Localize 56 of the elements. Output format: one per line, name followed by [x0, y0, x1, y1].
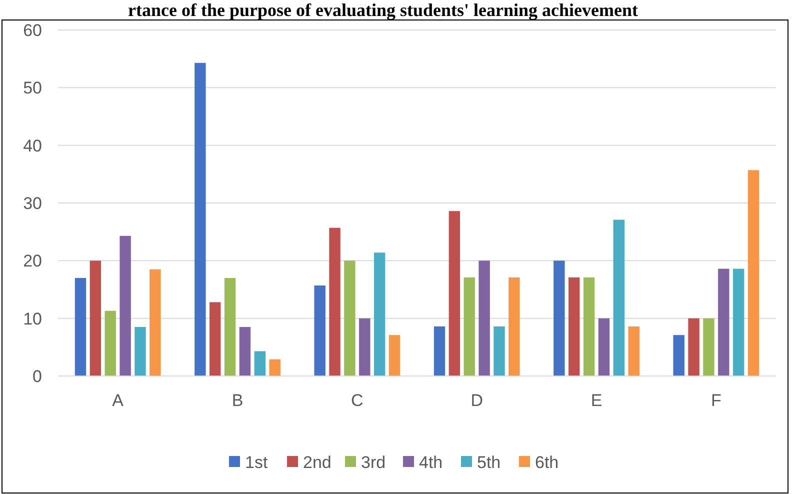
- bar: [613, 220, 624, 376]
- bar: [583, 277, 595, 376]
- bar: [239, 326, 251, 376]
- legend-label: 5th: [477, 452, 501, 472]
- bar: [568, 277, 580, 376]
- x-tick-label: C: [351, 391, 364, 410]
- bar: [359, 318, 370, 376]
- bar: [90, 260, 102, 376]
- bar: [598, 318, 610, 376]
- y-tick-label: 20: [23, 252, 42, 271]
- legend-label: 6th: [535, 452, 559, 472]
- bar: [254, 351, 266, 376]
- bar: [224, 278, 236, 376]
- bar: [314, 285, 326, 376]
- y-tick-label: 30: [23, 194, 42, 213]
- legend-label: 1st: [245, 452, 268, 472]
- y-tick-label: 40: [23, 136, 42, 156]
- legend-label: 4th: [419, 452, 443, 472]
- bar: [269, 359, 280, 376]
- y-tick-label: 0: [32, 366, 42, 386]
- y-tick-label: 50: [23, 78, 42, 98]
- bar: [329, 228, 340, 376]
- legend-label: 3rd: [361, 452, 386, 472]
- bar: [134, 326, 146, 376]
- x-tick-label: F: [710, 391, 722, 410]
- x-tick-label: E: [590, 391, 602, 410]
- bar: [628, 326, 640, 376]
- bar: [673, 335, 684, 376]
- bar: [194, 62, 206, 376]
- bar: [508, 277, 520, 376]
- bar: [344, 260, 356, 376]
- bar: [554, 260, 565, 376]
- y-tick-label: 60: [23, 20, 42, 40]
- y-tick-label: 10: [23, 309, 42, 328]
- bar: [703, 318, 714, 376]
- bar: [464, 277, 475, 376]
- bar: [434, 326, 446, 376]
- bar: [374, 252, 386, 376]
- bar: [494, 326, 505, 376]
- legend-label: 2nd: [303, 452, 332, 472]
- bar: [210, 302, 221, 376]
- bar: [448, 211, 460, 376]
- chart-title: rtance of the purpose of evaluating students' learning achievement: [128, 0, 638, 20]
- bar: [748, 170, 760, 376]
- x-tick-label: B: [232, 391, 244, 410]
- bar: [388, 335, 400, 376]
- bar: [104, 310, 116, 376]
- bar: [718, 268, 730, 376]
- bar: [150, 269, 161, 376]
- bar: [732, 268, 744, 376]
- x-tick-label: D: [470, 391, 483, 410]
- x-tick-label: A: [112, 391, 124, 410]
- bar: [74, 278, 86, 376]
- bar: [120, 236, 131, 376]
- bar: [688, 318, 700, 376]
- bar: [478, 260, 490, 376]
